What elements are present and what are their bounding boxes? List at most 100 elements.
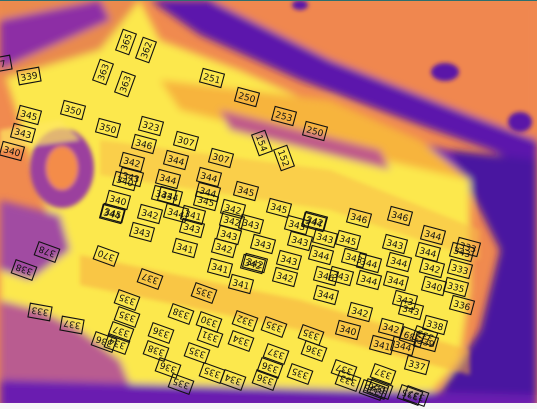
spot-label-text: 340 bbox=[338, 324, 357, 338]
spot-label: 337 bbox=[369, 362, 397, 386]
spot-label: 344 bbox=[414, 241, 442, 263]
spot-box bbox=[156, 185, 184, 207]
spot-label: 342 bbox=[136, 203, 164, 225]
spot-label: 343 bbox=[178, 217, 206, 239]
spot-box bbox=[358, 378, 386, 402]
spot-label: 307 bbox=[207, 147, 235, 169]
spot-box bbox=[419, 224, 447, 246]
spot-label: 342 bbox=[271, 266, 299, 288]
spot-box bbox=[0, 140, 26, 162]
spot-label-text: 350 bbox=[98, 122, 117, 136]
spot-label: 343 bbox=[237, 213, 265, 235]
spot-label: 346 bbox=[130, 133, 158, 155]
spot-box bbox=[0, 54, 13, 74]
spot-label-text: 342 bbox=[243, 258, 262, 272]
spot-box bbox=[113, 305, 141, 329]
spot-box bbox=[260, 315, 288, 339]
spot-label-text: 342 bbox=[223, 203, 242, 217]
spot-box bbox=[327, 265, 355, 287]
spot-label: 345 bbox=[15, 104, 43, 126]
spot-box bbox=[113, 288, 141, 312]
spot-label-text: 344 bbox=[311, 249, 330, 263]
spot-label: 340 bbox=[111, 170, 139, 192]
spot-box bbox=[412, 331, 440, 353]
spot-box bbox=[231, 309, 259, 333]
spot-label-text: 346 bbox=[390, 210, 409, 224]
spot-box bbox=[389, 335, 417, 357]
spot-box bbox=[386, 205, 414, 227]
spot-label: 344 bbox=[312, 284, 340, 306]
spot-box bbox=[90, 330, 118, 354]
spot-label-text: 350 bbox=[63, 104, 82, 118]
spot-label-text: 345 bbox=[103, 207, 122, 221]
spot-label: 338 bbox=[10, 258, 38, 282]
spot-box bbox=[178, 217, 206, 239]
spot-label: 339 bbox=[398, 325, 426, 349]
spot-label-text: 341 bbox=[175, 242, 194, 256]
spot-box bbox=[91, 58, 115, 86]
spot-label-text: 345 bbox=[269, 202, 288, 216]
spot-label: 363 bbox=[91, 58, 115, 86]
spot-label: 344 bbox=[156, 185, 184, 207]
spot-box bbox=[272, 144, 296, 172]
spot-label: 344 bbox=[98, 203, 126, 225]
spot-box bbox=[362, 377, 390, 401]
spot-box bbox=[194, 181, 222, 203]
spot-box bbox=[346, 301, 374, 323]
spot-box bbox=[114, 28, 138, 56]
spot-label-text: 345 bbox=[236, 185, 255, 199]
spot-label-text: 343 bbox=[219, 229, 238, 243]
spot-label: 336 bbox=[251, 368, 279, 392]
spot-label-text: 345 bbox=[196, 195, 215, 209]
spot-label: 344 bbox=[195, 166, 223, 188]
spot-label: 336 bbox=[154, 356, 182, 380]
spot-box bbox=[27, 302, 53, 322]
spot-box bbox=[219, 198, 247, 220]
spot-box bbox=[270, 105, 298, 127]
spot-label: 339 bbox=[16, 66, 42, 86]
spot-label: 338 bbox=[142, 339, 170, 363]
spot-label-text: 344 bbox=[386, 275, 405, 289]
spot-label: 350 bbox=[94, 117, 122, 139]
spot-label: 337 bbox=[403, 354, 431, 376]
spot-box bbox=[275, 249, 303, 271]
spot-label: 365 bbox=[114, 28, 138, 56]
spot-label: 337 bbox=[59, 315, 85, 335]
spot-box bbox=[334, 229, 362, 251]
spot-box bbox=[198, 67, 226, 89]
spot-box bbox=[334, 319, 362, 341]
spot-label: 343 bbox=[275, 249, 303, 271]
spot-label: 331 bbox=[196, 325, 224, 349]
spot-label: 251 bbox=[198, 67, 226, 89]
spot-label-text: 344 bbox=[389, 256, 408, 270]
spot-label-text: 343 bbox=[121, 171, 140, 185]
spot-label-text: 344 bbox=[199, 171, 218, 185]
spot-box bbox=[286, 230, 314, 252]
spot-box bbox=[94, 117, 122, 139]
spot-label: 344 bbox=[382, 270, 410, 292]
spot-box bbox=[368, 334, 396, 356]
spot-label: 335 bbox=[190, 281, 218, 305]
spot-box bbox=[411, 324, 439, 348]
spot-box bbox=[171, 237, 199, 259]
spot-label: 323 bbox=[137, 115, 165, 137]
spot-label-text: 341 bbox=[231, 278, 250, 292]
spot-box bbox=[239, 253, 267, 275]
spot-label: 333 bbox=[446, 258, 474, 280]
spot-box bbox=[385, 251, 413, 273]
spot-box bbox=[98, 203, 126, 225]
spot-box bbox=[195, 166, 223, 188]
spot-label-text: 341 bbox=[210, 262, 229, 276]
spot-box bbox=[251, 368, 279, 392]
spot-label-text: 333 bbox=[458, 241, 477, 255]
spot-box bbox=[418, 257, 446, 279]
spot-label: 337 bbox=[262, 342, 290, 366]
spot-box bbox=[136, 203, 164, 225]
spot-label: 343 bbox=[327, 265, 355, 287]
spot-box bbox=[10, 258, 38, 282]
spot-label: 343 bbox=[340, 247, 368, 269]
spot-label-text: 340 bbox=[115, 175, 134, 189]
spot-box bbox=[403, 354, 431, 376]
